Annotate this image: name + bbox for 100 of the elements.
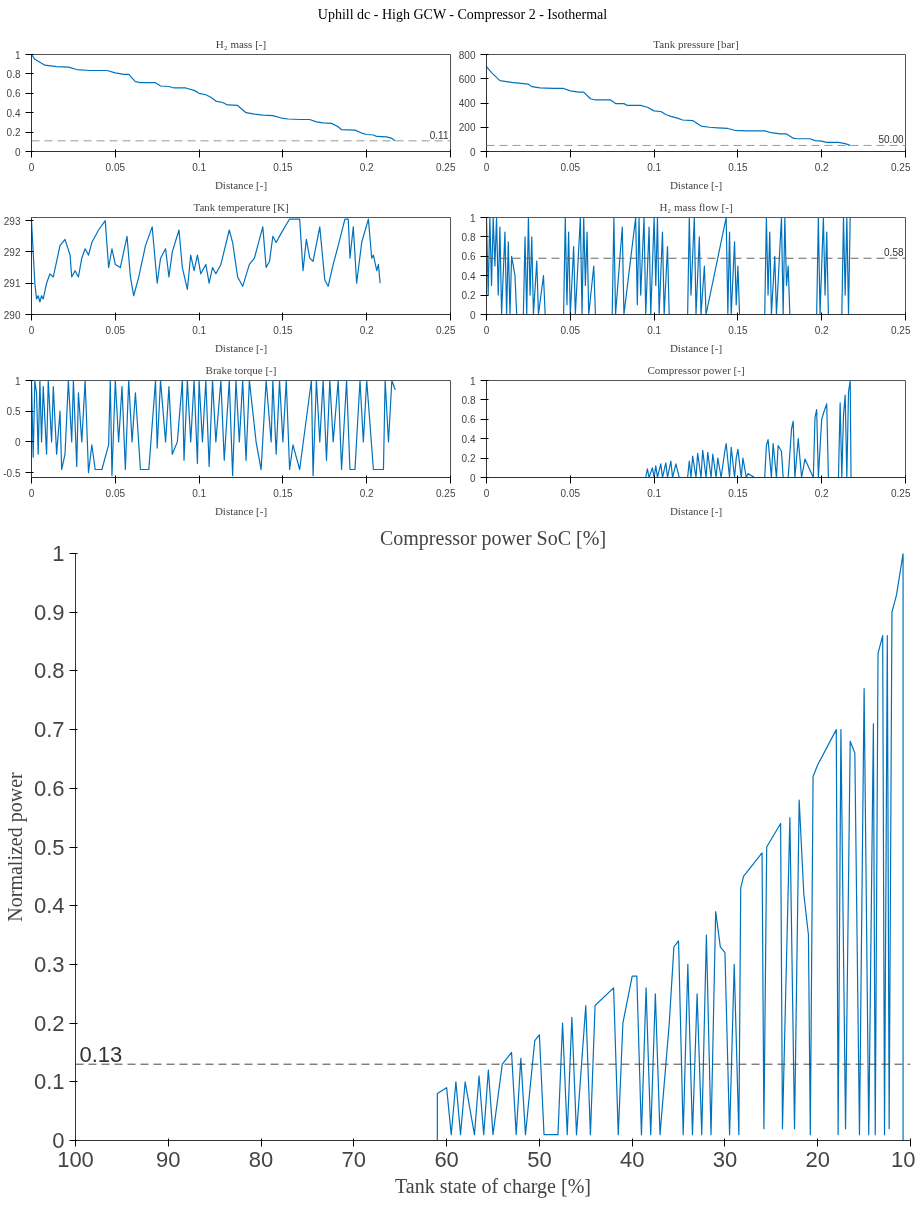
x-tick-label: 0.05 bbox=[105, 324, 126, 336]
x-tick-label: 0.2 bbox=[814, 324, 830, 336]
x-tick-label: 0.2 bbox=[359, 324, 375, 336]
x-tick-label: 0.2 bbox=[814, 161, 830, 173]
x-axis-title: Distance [-] bbox=[214, 178, 268, 191]
y-tick-label: 400 bbox=[458, 98, 476, 109]
y-tick-label: 0.6 bbox=[461, 251, 476, 263]
x-tick-label: 0.05 bbox=[560, 324, 581, 336]
chart-title: Compressor power SoC [%] bbox=[379, 526, 607, 550]
x-tick-label: 0.1 bbox=[192, 324, 207, 336]
x-tick-label: 0.15 bbox=[728, 324, 749, 336]
x-tick-label: 0.15 bbox=[728, 487, 749, 499]
x-tick-label: 0.15 bbox=[273, 324, 294, 336]
x-tick-label: 0.1 bbox=[647, 324, 662, 336]
ref-line-label: 0.11 bbox=[429, 129, 449, 141]
x-tick-label: 0.25 bbox=[891, 324, 911, 336]
x-tick-label: 0.15 bbox=[728, 161, 749, 173]
x-tick-label: 40 bbox=[619, 1146, 645, 1172]
y-tick-label: 0.1 bbox=[33, 1069, 65, 1095]
x-tick-label: 0 bbox=[483, 324, 490, 336]
y-tick-label: 1 bbox=[52, 541, 65, 566]
y-tick-label: 0.2 bbox=[33, 1010, 65, 1036]
y-tick-label: 0.8 bbox=[461, 394, 476, 406]
x-tick-label: 0.25 bbox=[436, 161, 456, 173]
y-tick-label: 0.6 bbox=[33, 775, 65, 801]
chart-title: Tank temperature [K] bbox=[193, 200, 289, 213]
y-tick-label: 200 bbox=[458, 122, 476, 134]
y-tick-label: 0.9 bbox=[33, 599, 65, 625]
x-tick-label: 0.1 bbox=[192, 161, 207, 173]
x-tick-label: 0 bbox=[483, 161, 490, 173]
ref-line-label: 50.00 bbox=[878, 134, 904, 146]
chart-title: Brake torque [-] bbox=[205, 363, 277, 376]
x-axis-title: Distance [-] bbox=[669, 178, 723, 191]
y-tick-label: 1 bbox=[14, 375, 21, 387]
x-tick-label: 0 bbox=[483, 487, 490, 499]
y-tick-label: 0 bbox=[52, 1128, 65, 1153]
y-tick-label: 0 bbox=[14, 146, 21, 158]
y-tick-label: 0.4 bbox=[461, 270, 476, 282]
y-tick-label: 0.2 bbox=[461, 453, 476, 465]
text: Uphill dc - High GCW - Compressor 2 - Isothermal bbox=[317, 6, 608, 24]
ref-line-label: 0.13 bbox=[79, 1042, 123, 1068]
y-tick-label: 0.3 bbox=[33, 951, 65, 977]
y-tick-label: 293 bbox=[3, 215, 21, 227]
x-tick-label: 0.05 bbox=[560, 487, 581, 499]
x-axis-title: Distance [-] bbox=[214, 341, 268, 354]
x-tick-label: 0.15 bbox=[273, 487, 294, 499]
x-tick-label: 0.1 bbox=[647, 487, 662, 499]
y-tick-label: 0.4 bbox=[33, 893, 65, 919]
chart-title: Compressor power [-] bbox=[647, 363, 745, 376]
chart-title: Tank pressure [bar] bbox=[653, 37, 739, 50]
y-tick-label: 0.5 bbox=[6, 406, 21, 418]
y-tick-label: 0 bbox=[469, 309, 476, 321]
x-tick-label: 20 bbox=[805, 1146, 830, 1172]
y-tick-label: 0.5 bbox=[33, 834, 65, 860]
y-tick-label: 0.4 bbox=[461, 433, 476, 445]
x-tick-label: 0.1 bbox=[647, 161, 662, 173]
y-tick-label: 291 bbox=[3, 278, 21, 290]
y-tick-label: 1 bbox=[469, 212, 476, 224]
y-tick-label: 0.2 bbox=[461, 290, 476, 302]
y-tick-label: 0.8 bbox=[461, 231, 476, 243]
y-tick-label: 0.6 bbox=[461, 414, 476, 426]
y-tick-label: 0.8 bbox=[33, 658, 65, 684]
x-tick-label: 0.05 bbox=[560, 161, 581, 173]
x-tick-label: 0.25 bbox=[891, 161, 911, 173]
x-tick-label: 0.05 bbox=[105, 487, 126, 499]
x-tick-label: 0.2 bbox=[814, 487, 830, 499]
ref-line-label: 0.58 bbox=[884, 247, 904, 259]
y-tick-label: 292 bbox=[3, 246, 21, 258]
x-tick-label: 0.25 bbox=[436, 324, 456, 336]
y-axis-title: Normalized power bbox=[3, 771, 27, 922]
y-tick-label: 800 bbox=[458, 49, 476, 61]
x-tick-label: 0.2 bbox=[359, 487, 375, 499]
x-tick-label: 0.25 bbox=[891, 487, 911, 499]
x-axis-title: Distance [-] bbox=[669, 504, 723, 517]
y-tick-label: 0.2 bbox=[6, 127, 21, 139]
x-tick-label: 10 bbox=[891, 1146, 916, 1172]
x-axis-title: Tank state of charge [%] bbox=[395, 1174, 591, 1198]
x-axis-title: Distance [-] bbox=[669, 341, 723, 354]
y-tick-label: 0.4 bbox=[6, 107, 21, 119]
y-tick-label: 290 bbox=[3, 309, 21, 321]
x-tick-label: 70 bbox=[341, 1146, 367, 1172]
x-tick-label: 0.15 bbox=[273, 161, 294, 173]
y-tick-label: 0 bbox=[469, 146, 476, 158]
x-tick-label: 0.2 bbox=[359, 161, 375, 173]
y-tick-label: 1 bbox=[469, 375, 476, 387]
chart-title: H₂ mass [-] bbox=[215, 37, 267, 50]
y-tick-label: 1 bbox=[14, 49, 21, 61]
y-tick-label: 600 bbox=[458, 73, 476, 85]
chart-title: H₂ mass flow [-] bbox=[659, 200, 733, 213]
y-tick-label: 0 bbox=[14, 436, 21, 448]
x-tick-label: 60 bbox=[434, 1146, 459, 1172]
y-tick-label: -0.5 bbox=[3, 467, 21, 479]
y-tick-label: 0.6 bbox=[6, 88, 21, 100]
x-tick-label: 80 bbox=[248, 1146, 274, 1172]
y-tick-label: 0.7 bbox=[33, 717, 65, 743]
x-axis-title: Distance [-] bbox=[214, 504, 268, 517]
x-tick-label: 0.1 bbox=[192, 487, 207, 499]
x-tick-label: 0.05 bbox=[105, 161, 126, 173]
x-tick-label: 50 bbox=[527, 1146, 552, 1172]
y-tick-label: 0.8 bbox=[6, 68, 21, 80]
